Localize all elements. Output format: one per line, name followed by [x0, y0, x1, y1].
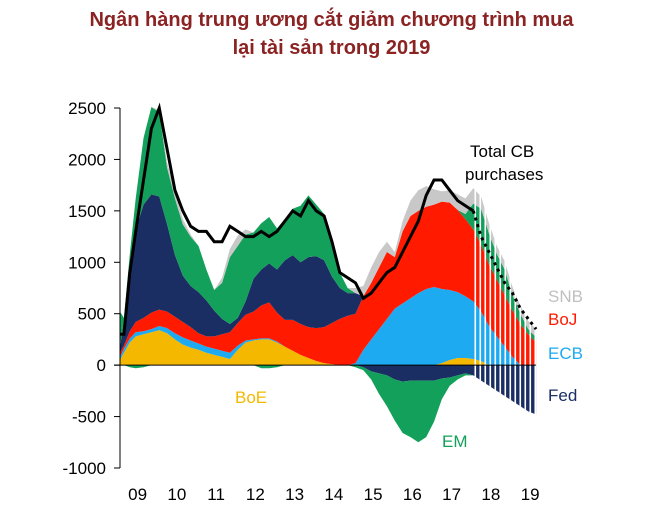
area-em-negative: [120, 365, 537, 443]
y-tick-label: -1000: [63, 459, 106, 478]
y-tick-label: -500: [72, 408, 106, 427]
y-tick-label: 1000: [68, 253, 106, 272]
area-fed-positive: [120, 194, 537, 353]
x-tick-label: 16: [403, 485, 422, 504]
area-em-positive: [120, 106, 537, 348]
x-axis-ticks: 09 10 11 12 13 14 15 16 17 18 19: [128, 485, 539, 504]
forecast-hatch: [474, 108, 537, 468]
stacked-areas: [120, 106, 537, 443]
em-label: EM: [442, 432, 468, 451]
total-cb-purchases-line: [120, 102, 475, 336]
total-cb-label-line-1: Total CB: [470, 142, 534, 161]
x-tick-label: 12: [246, 485, 265, 504]
ecb-label: ECB: [548, 344, 583, 363]
y-axis-ticks: -1000 -500 0 500 1000 1500 2000 2500: [63, 99, 120, 478]
area-ecb-positive: [120, 286, 537, 366]
boe-label: BoE: [235, 388, 267, 407]
x-tick-label: 13: [285, 485, 304, 504]
area-boj-positive: [120, 201, 537, 366]
x-tick-label: 11: [207, 485, 225, 504]
x-tick-label: 15: [364, 485, 383, 504]
chart-title-line-1: Ngân hàng trung ương cắt giảm chương trì…: [89, 9, 574, 31]
fed-label: Fed: [548, 386, 577, 405]
area-boe-positive: [120, 330, 537, 366]
series-labels: Total CB purchases SNB BoJ ECB Fed BoE E…: [235, 142, 583, 451]
y-tick-label: 2000: [68, 150, 106, 169]
chart-title: Ngân hàng trung ương cắt giảm chương trì…: [0, 6, 663, 62]
total-cb-purchases-forecast-line: [471, 210, 538, 331]
x-tick-label: 18: [481, 485, 500, 504]
area-fed-negative: [120, 365, 537, 415]
chart-title-line-2: lại tài sản trong 2019: [232, 37, 431, 59]
y-tick-label: 0: [97, 356, 106, 375]
boj-label: BoJ: [548, 310, 577, 329]
y-tick-label: 1500: [68, 202, 106, 221]
total-cb-label-line-2: purchases: [465, 165, 543, 184]
x-tick-label: 14: [324, 485, 343, 504]
x-tick-label: 09: [128, 485, 147, 504]
y-tick-label: 2500: [68, 99, 106, 118]
x-tick-label: 19: [521, 485, 540, 504]
snb-label: SNB: [548, 287, 583, 306]
x-tick-label: 10: [167, 485, 186, 504]
x-tick-label: 17: [442, 485, 461, 504]
y-tick-label: 500: [78, 305, 106, 324]
